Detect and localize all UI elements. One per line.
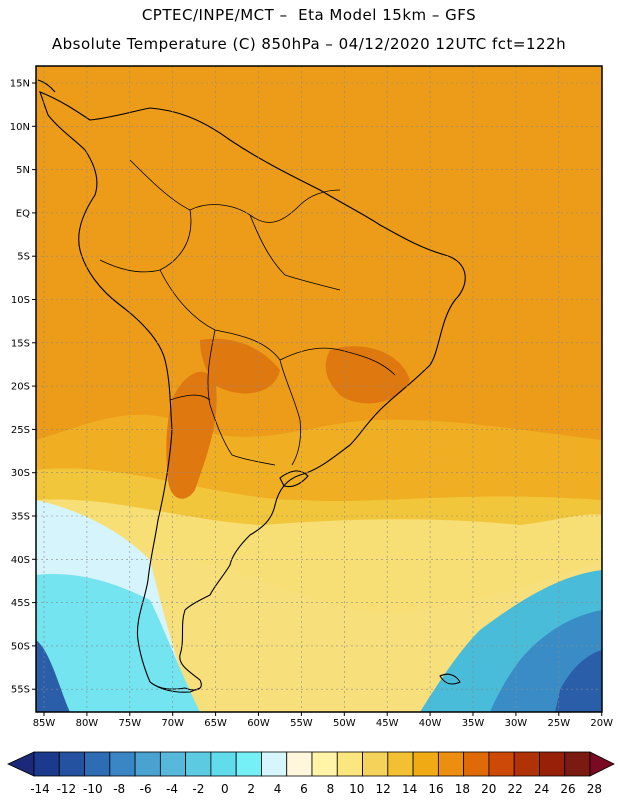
colorbar-cell [362, 751, 389, 777]
lat-tick-label: 15N [10, 79, 30, 90]
lat-tick-label: 5S [17, 252, 30, 263]
colorbar-label: 20 [481, 782, 496, 796]
colorbar-label: -8 [113, 782, 125, 796]
lat-tick-label: 55S [11, 685, 30, 696]
colorbar-label: -10 [83, 782, 103, 796]
field-hot-brazil [325, 346, 410, 404]
colorbar-label: -14 [30, 782, 50, 796]
lon-tick-label: 75W [118, 718, 141, 729]
colorbar-cell [513, 751, 540, 777]
colorbar-label: 12 [376, 782, 391, 796]
field-hot-andes [166, 371, 217, 499]
colorbar-label: 18 [455, 782, 470, 796]
colorbar-label: -2 [192, 782, 204, 796]
colorbar-high-arrow [589, 751, 615, 777]
lat-tick-label: 40S [11, 555, 30, 566]
lat-tick-label: 5N [16, 165, 30, 176]
colorbar-cell [286, 751, 313, 777]
colorbar-low-arrow [7, 751, 35, 777]
colorbar-cell [109, 751, 136, 777]
chart-title-line2: Absolute Temperature (C) 850hPa – 04/12/… [51, 35, 567, 53]
colorbar-label: 16 [428, 782, 443, 796]
chart-title-line1: CPTEC/INPE/MCT – Eta Model 15km – GFS [141, 6, 477, 24]
country-borders [99, 159, 396, 466]
colorbar-cell [437, 751, 465, 777]
colorbar-cell [463, 751, 490, 777]
lon-tick-label: 70W [161, 718, 184, 729]
colorbar-cell [159, 751, 187, 777]
temperature-map: 15N 10N 5N EQ 5S 10S 15S 20S 25S 30S 35S 40S 45S 50S 5… [10, 65, 613, 729]
colorbar-label: 6 [300, 782, 308, 796]
lat-tick-label: 50S [11, 641, 30, 652]
lon-tick-label: 25W [547, 718, 570, 729]
colorbar-label: 26 [560, 782, 575, 796]
colorbar-cell [261, 751, 288, 777]
colorbar: -14 -12 -10 -8 -6 -4 -2 0 2 4 6 8 10 12 14 16 18 20 22 24 26… [7, 751, 615, 796]
lon-tick-label: 60W [247, 718, 270, 729]
colorbar-label: -4 [166, 782, 178, 796]
lon-tick-label: 55W [290, 718, 313, 729]
colorbar-cell [311, 751, 338, 777]
lat-tick-label: 35S [11, 512, 30, 523]
colorbar-label: -12 [57, 782, 77, 796]
lon-tick-label: 50W [333, 718, 356, 729]
lat-tick-label: 20S [11, 382, 30, 393]
lon-tick-label: 20W [590, 718, 613, 729]
colorbar-label: 22 [508, 782, 523, 796]
lon-tick-label: 80W [76, 718, 99, 729]
lon-tick-label: 65W [204, 718, 227, 729]
colorbar-label: 8 [327, 782, 335, 796]
colorbar-cell [185, 751, 212, 777]
colorbar-cell [387, 751, 414, 777]
field-band-deep [555, 650, 602, 712]
colorbar-label: 14 [402, 782, 417, 796]
colorbar-label: 10 [349, 782, 364, 796]
latitude-axis: 15N 10N 5N EQ 5S 10S 15S 20S 25S 30S 35S 40S 45S 50S 5… [10, 79, 36, 696]
colorbar-cell [336, 751, 363, 777]
field-hot-chaco [200, 338, 280, 394]
colorbar-cell [134, 751, 161, 777]
lon-tick-label: 45W [376, 718, 399, 729]
colorbar-cell [33, 751, 60, 777]
lon-tick-label: 35W [462, 718, 485, 729]
colorbar-cell [488, 751, 515, 777]
colorbar-cell [539, 751, 566, 777]
map-frame [35, 65, 603, 713]
coastline-south-america [37, 79, 466, 693]
lon-tick-label: 85W [33, 718, 56, 729]
lat-tick-label: 10S [11, 295, 30, 306]
colorbar-label: 24 [534, 782, 549, 796]
lat-tick-label: 30S [11, 468, 30, 479]
field-band-cyan [36, 574, 200, 712]
graticule [36, 66, 602, 712]
colorbar-label: 2 [247, 782, 255, 796]
lat-tick-label: 15S [11, 338, 30, 349]
colorbar-cell [210, 751, 237, 777]
lon-tick-label: 30W [505, 718, 528, 729]
colorbar-cell [412, 751, 439, 777]
colorbar-label: 28 [587, 782, 602, 796]
colorbar-cell [58, 751, 85, 777]
lon-tick-label: 40W [419, 718, 442, 729]
colorbar-label: 0 [221, 782, 229, 796]
colorbar-cell [84, 751, 111, 777]
colorbar-label: -6 [140, 782, 152, 796]
colorbar-cell [235, 751, 262, 777]
lat-tick-label: 10N [10, 122, 30, 133]
lat-tick-label: 45S [11, 598, 30, 609]
lat-tick-label: EQ [16, 208, 30, 219]
lat-tick-label: 25S [11, 425, 30, 436]
field-band-deep-west [36, 640, 70, 712]
colorbar-cell [564, 751, 591, 777]
temperature-field [36, 66, 602, 712]
colorbar-label: 4 [274, 782, 282, 796]
longitude-axis: 85W 80W 75W 70W 65W 60W 55W 50W 45W 40W 35W 30W 25W 2… [33, 712, 613, 729]
